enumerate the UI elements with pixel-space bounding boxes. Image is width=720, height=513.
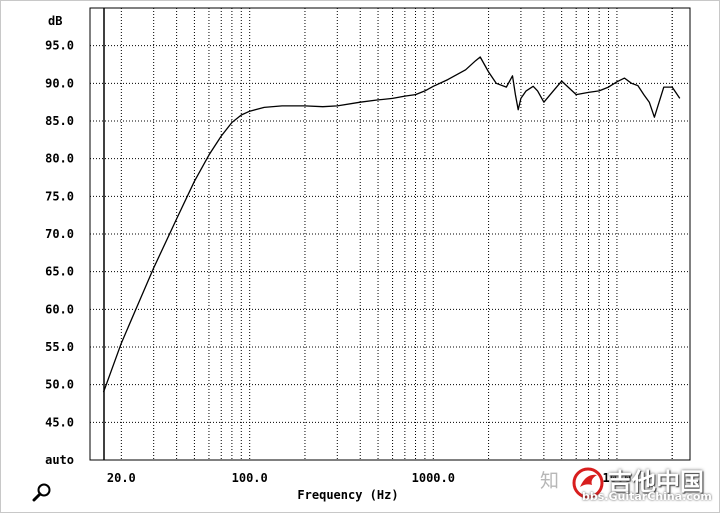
grid xyxy=(90,8,690,460)
y-tick-label: 65.0 xyxy=(45,265,74,279)
plot-border xyxy=(89,7,691,461)
axes xyxy=(89,7,691,461)
guitar-logo-icon xyxy=(572,467,604,499)
y-tick-label: 80.0 xyxy=(45,152,74,166)
x-tick-label: 100.0 xyxy=(232,471,268,485)
y-tick-label: 90.0 xyxy=(45,76,74,90)
y-tick-label: 60.0 xyxy=(45,302,74,316)
y-tick-label: 50.0 xyxy=(45,378,74,392)
y-tick-labels: 95.0 90.0 85.0 80.0 75.0 70.0 65.0 60.0 55.0 50.0… xyxy=(45,39,74,467)
y-tick-label: 75.0 xyxy=(45,189,74,203)
y-tick-label: 70.0 xyxy=(45,227,74,241)
watermark-title: 吉他中国 xyxy=(608,468,704,496)
y-axis-label: dB xyxy=(48,14,62,28)
watermark-url: bbs.GuitarChina.com xyxy=(582,490,712,503)
x-tick-label: 20.0 xyxy=(107,471,136,485)
y-tick-label: 45.0 xyxy=(45,415,74,429)
series-group xyxy=(102,56,681,393)
y-tick-label: 95.0 xyxy=(45,39,74,53)
x-axis-label: Frequency (Hz) xyxy=(297,488,398,502)
x-tick-label: 1000.0 xyxy=(412,471,455,485)
x-tick-label: 10.0 xyxy=(602,471,631,485)
series-line xyxy=(102,56,681,393)
x-tick-labels: 20.0 100.0 1000.0 10.0 xyxy=(107,471,631,485)
y-tick-label: 55.0 xyxy=(45,340,74,354)
y-tick-label: 85.0 xyxy=(45,114,74,128)
watermark-zh-text: 知 xyxy=(540,470,560,492)
zoom-icon[interactable] xyxy=(32,482,52,502)
y-tick-label: auto xyxy=(45,453,74,467)
